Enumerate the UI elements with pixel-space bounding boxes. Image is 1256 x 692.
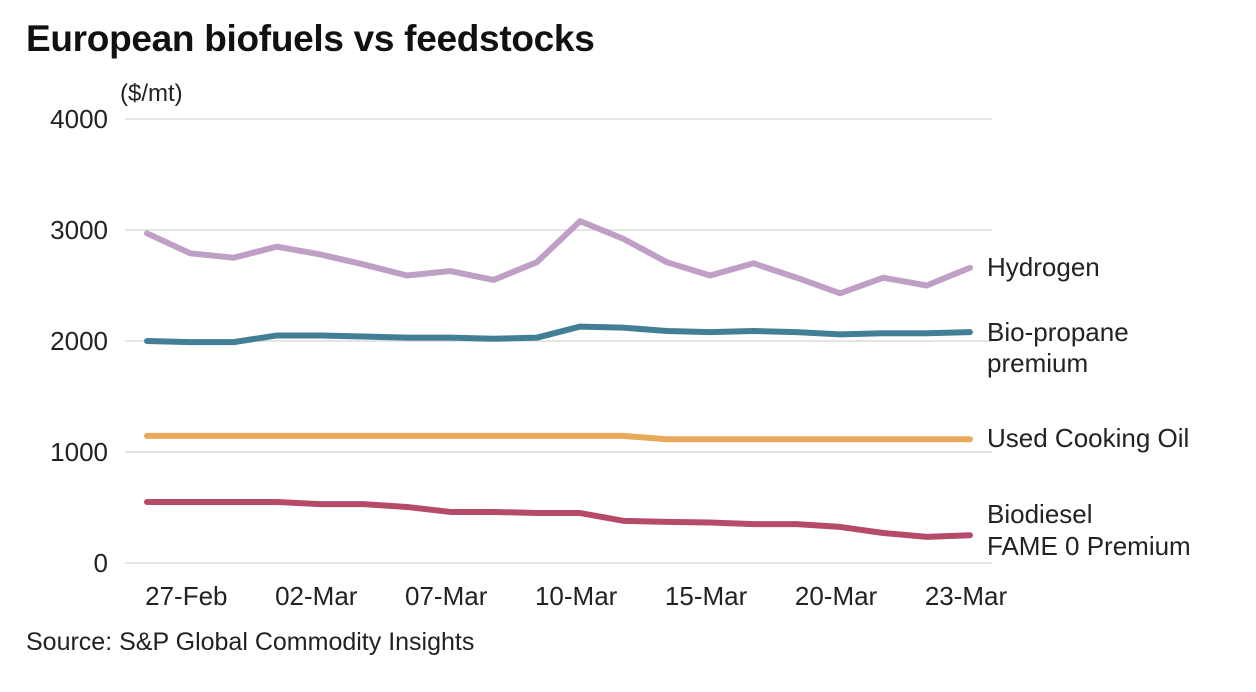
x-tick-label: 02-Mar xyxy=(275,581,358,611)
x-axis-ticks: 27-Feb 02-Mar 07-Mar 10-Mar 15-Mar 20-Mar 23-M… xyxy=(145,581,1007,611)
y-axis-unit-label: ($/mt) xyxy=(120,80,183,107)
gridlines xyxy=(125,118,992,564)
series-label: Used Cooking Oil xyxy=(987,423,1189,453)
series-biodiesel-fame-0-premium xyxy=(144,498,973,540)
series-hydrogen xyxy=(144,218,973,297)
series-line-biodiesel-fame-0-premium xyxy=(144,498,973,540)
series-label: Hydrogen xyxy=(987,252,1100,282)
series-line-bio-propane-premium xyxy=(144,323,973,346)
y-tick-label: 0 xyxy=(94,548,108,578)
x-tick-label: 10-Mar xyxy=(535,581,618,611)
chart-title: European biofuels vs feedstocks xyxy=(26,18,595,59)
y-tick-label: 1000 xyxy=(50,437,108,467)
x-tick-label: 23-Mar xyxy=(925,581,1008,611)
series-label: FAME 0 Premium xyxy=(987,531,1191,561)
series-label: Biodiesel xyxy=(987,499,1093,529)
source-note: Source: S&P Global Commodity Insights xyxy=(26,628,475,656)
series-label: Bio-propane xyxy=(987,317,1129,347)
x-tick-label: 27-Feb xyxy=(145,581,227,611)
series-used-cooking-oil xyxy=(144,432,973,443)
x-tick-label: 15-Mar xyxy=(665,581,748,611)
series-line-hydrogen xyxy=(144,218,973,297)
series-line-used-cooking-oil xyxy=(144,432,973,443)
series-lines xyxy=(144,218,973,540)
y-tick-label: 4000 xyxy=(50,104,108,134)
y-tick-label: 2000 xyxy=(50,326,108,356)
y-axis-ticks: 0 1000 2000 3000 4000 xyxy=(50,104,108,578)
y-tick-label: 3000 xyxy=(50,215,108,245)
x-tick-label: 20-Mar xyxy=(795,581,878,611)
series-label: premium xyxy=(987,348,1088,378)
series-bio-propane-premium xyxy=(144,323,973,346)
x-tick-label: 07-Mar xyxy=(405,581,488,611)
